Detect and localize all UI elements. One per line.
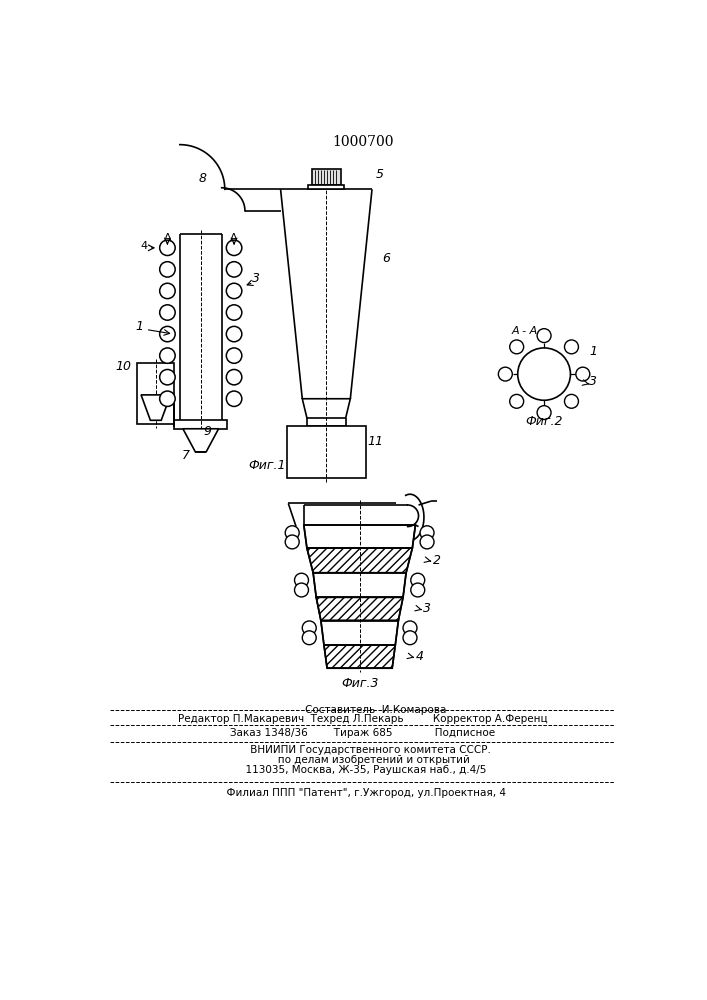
- Circle shape: [295, 573, 308, 587]
- Text: по делам изобретений и открытий: по делам изобретений и открытий: [255, 755, 470, 765]
- Text: Фиг.2: Фиг.2: [525, 415, 563, 428]
- Circle shape: [160, 348, 175, 363]
- Circle shape: [160, 240, 175, 256]
- Circle shape: [226, 348, 242, 363]
- Circle shape: [420, 535, 434, 549]
- Circle shape: [403, 621, 417, 635]
- Text: Фиг.1: Фиг.1: [248, 459, 286, 472]
- Bar: [308, 185, 344, 189]
- Circle shape: [564, 340, 578, 354]
- Text: 113035, Москва, Ж-35, Раушская наб., д.4/5: 113035, Москва, Ж-35, Раушская наб., д.4…: [239, 765, 486, 775]
- Text: Редактор П.Макаревич  Техред Л.Пекарь         Корректор А.Ференц: Редактор П.Макаревич Техред Л.Пекарь Кор…: [178, 714, 547, 724]
- Text: 3: 3: [423, 602, 431, 615]
- Text: 2: 2: [433, 554, 440, 567]
- Text: Заказ 1348/36        Тираж 685             Подписное: Заказ 1348/36 Тираж 685 Подписное: [230, 728, 496, 738]
- Text: 5: 5: [376, 168, 384, 181]
- Text: 3: 3: [252, 272, 259, 285]
- Circle shape: [160, 305, 175, 320]
- Text: 4: 4: [416, 650, 423, 663]
- Circle shape: [160, 283, 175, 299]
- Text: A: A: [230, 233, 238, 243]
- Text: 3: 3: [589, 375, 597, 388]
- Text: ВНИИПИ Государственного комитета СССР.: ВНИИПИ Государственного комитета СССР.: [234, 745, 491, 755]
- Circle shape: [226, 369, 242, 385]
- Circle shape: [160, 369, 175, 385]
- Circle shape: [226, 262, 242, 277]
- Bar: [287, 426, 366, 478]
- Text: 8: 8: [199, 172, 207, 185]
- Text: Филиал ППП "Патент", г.Ужгород, ул.Проектная, 4: Филиал ППП "Патент", г.Ужгород, ул.Проек…: [220, 788, 506, 798]
- Circle shape: [537, 406, 551, 420]
- Text: A: A: [163, 233, 171, 243]
- Polygon shape: [316, 597, 403, 620]
- Polygon shape: [304, 525, 416, 548]
- Polygon shape: [183, 429, 218, 452]
- Circle shape: [160, 262, 175, 277]
- Text: Фиг.3: Фиг.3: [341, 677, 378, 690]
- Circle shape: [160, 326, 175, 342]
- Polygon shape: [303, 399, 351, 418]
- Circle shape: [498, 367, 513, 381]
- Polygon shape: [141, 395, 170, 420]
- Text: Составитель  И.Комарова: Составитель И.Комарова: [279, 705, 446, 715]
- Text: 1: 1: [136, 320, 144, 333]
- Circle shape: [411, 573, 425, 587]
- Circle shape: [303, 631, 316, 645]
- Circle shape: [403, 631, 417, 645]
- Text: 1: 1: [589, 345, 597, 358]
- Bar: [312, 169, 341, 185]
- Circle shape: [226, 240, 242, 256]
- Text: 11: 11: [367, 435, 383, 448]
- Circle shape: [564, 394, 578, 408]
- Text: 6: 6: [382, 252, 390, 265]
- Circle shape: [285, 526, 299, 540]
- Circle shape: [226, 305, 242, 320]
- Circle shape: [510, 340, 524, 354]
- Circle shape: [537, 329, 551, 343]
- Text: 4: 4: [141, 241, 148, 251]
- Circle shape: [575, 367, 590, 381]
- Polygon shape: [313, 573, 406, 597]
- Polygon shape: [321, 620, 398, 645]
- Text: А - А: А - А: [512, 326, 538, 336]
- Polygon shape: [324, 645, 395, 668]
- Circle shape: [285, 535, 299, 549]
- Circle shape: [160, 391, 175, 406]
- Text: 1000700: 1000700: [332, 135, 394, 149]
- Circle shape: [226, 326, 242, 342]
- Text: 10: 10: [115, 360, 131, 373]
- Circle shape: [411, 583, 425, 597]
- Circle shape: [295, 583, 308, 597]
- Circle shape: [518, 348, 571, 400]
- Circle shape: [420, 526, 434, 540]
- Circle shape: [510, 394, 524, 408]
- Circle shape: [226, 391, 242, 406]
- Bar: [137, 363, 175, 424]
- Text: 7: 7: [182, 449, 190, 462]
- Circle shape: [226, 283, 242, 299]
- Circle shape: [303, 621, 316, 635]
- Text: 9: 9: [204, 425, 211, 438]
- Polygon shape: [307, 548, 412, 573]
- Bar: [175, 420, 227, 429]
